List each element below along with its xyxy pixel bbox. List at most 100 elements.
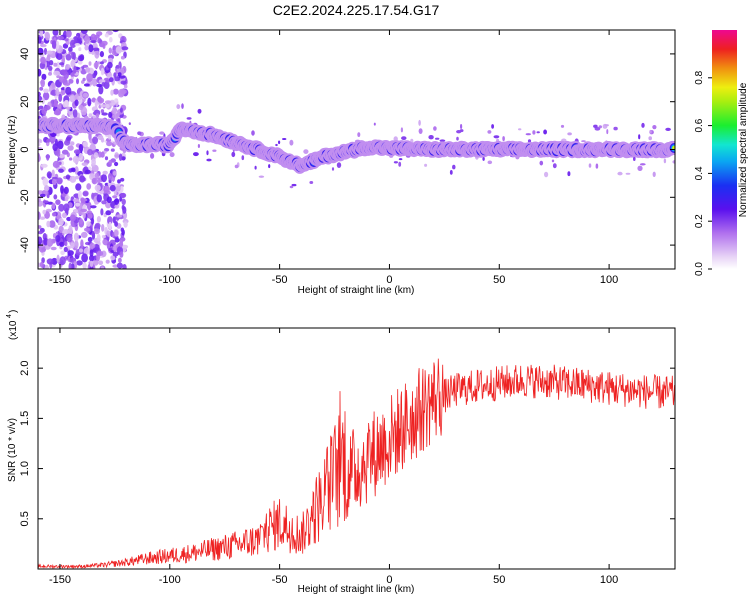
spectrogram-cell <box>536 131 540 134</box>
spectrogram-cell <box>487 160 493 165</box>
spectrogram-cell <box>57 35 64 41</box>
spectrogram-cell <box>65 174 71 180</box>
spectrogram-cell <box>39 62 46 70</box>
spectrogram-cell <box>55 87 60 97</box>
spectrogram-cell <box>96 83 103 88</box>
spectrogram-cell <box>303 149 309 155</box>
spectrogram-y-ticks: -40 -20 0 20 40 <box>19 48 675 253</box>
spectrogram-cell <box>114 204 120 209</box>
spectrogram-cell <box>100 266 105 269</box>
spectrogram-cell <box>101 234 106 239</box>
spectrogram-cell <box>68 168 73 173</box>
spectrogram-cell <box>663 158 667 164</box>
y-tick-label: 20 <box>19 96 31 108</box>
spectrogram-cell <box>212 149 217 152</box>
spectrogram-cell <box>86 183 92 190</box>
spectrogram-cell <box>100 109 105 114</box>
x-tick-label: 100 <box>600 274 618 286</box>
spectrogram-cell <box>78 104 84 111</box>
spectrogram-cell <box>107 133 112 140</box>
spectrogram-cell <box>56 61 60 70</box>
spectrogram-cell <box>106 230 111 237</box>
spectrogram-cell <box>101 112 108 116</box>
spectrogram-cell <box>120 192 127 199</box>
spectrogram-cell <box>101 82 106 87</box>
spectrogram-cell <box>120 55 125 60</box>
spectrogram-cell <box>57 104 62 109</box>
y-tick-label: 1.5 <box>19 411 31 426</box>
spectrogram-cell <box>96 233 101 242</box>
spectrogram-cell <box>119 107 123 113</box>
spectrogram-cell <box>309 181 314 184</box>
spectrogram-cell <box>105 210 112 216</box>
spectrogram-cell <box>268 164 271 169</box>
spectrogram-cell <box>652 171 656 177</box>
spectrogram-cell <box>120 80 127 85</box>
spectrogram-cell <box>491 124 494 129</box>
spectrogram-cell <box>110 89 114 96</box>
spectrogram-cell <box>108 159 113 165</box>
spectrogram-cell <box>41 107 47 115</box>
spectrogram-cell <box>38 95 43 102</box>
colorbar-tick-label: 0.6 <box>694 118 705 132</box>
spectrogram-cell <box>121 46 129 51</box>
spectrogram-cell <box>73 149 81 155</box>
spectrogram-cell <box>567 132 572 136</box>
spectrogram-cell <box>118 153 123 161</box>
spectrogram-cell <box>90 33 97 43</box>
spectrogram-x-ticks: -150 -100 -50 0 50 100 <box>49 30 618 286</box>
spectrogram-cell <box>197 144 200 148</box>
spectrogram-cell <box>69 175 77 183</box>
spectrogram-cell <box>275 143 278 147</box>
spectrogram-cell <box>595 163 599 169</box>
spectrogram-cell <box>104 100 112 104</box>
spectrogram-cell <box>113 72 117 78</box>
spectrogram-cell <box>106 196 112 204</box>
spectrogram-cell <box>543 129 547 135</box>
spectrogram-cell <box>672 160 675 164</box>
spectrogram-cell <box>398 161 402 167</box>
spectrogram-cell <box>70 72 75 77</box>
spectrogram-cell <box>336 162 342 169</box>
spectrogram-cell <box>648 136 652 141</box>
spectrogram-cell <box>42 177 49 187</box>
spectrogram-cell <box>91 192 95 200</box>
spectrogram-cell <box>52 176 58 180</box>
spectrogram-cell <box>418 128 423 135</box>
spectrogram-cell <box>104 103 110 109</box>
spectrogram-cell <box>665 127 671 131</box>
spectrogram-cell <box>641 122 645 128</box>
spectrogram-cell <box>76 260 83 266</box>
spectrogram-cell <box>119 89 127 95</box>
spectrogram-cell <box>60 185 64 194</box>
spectrogram-cell <box>493 135 500 139</box>
snr-frame <box>37 327 676 570</box>
spectrogram-cell <box>51 169 55 177</box>
spectrogram-cell <box>77 96 82 101</box>
spectrogram-cell <box>186 117 192 120</box>
spectrogram-cell <box>86 73 93 82</box>
spectrogram-cell <box>94 49 100 59</box>
snr-panel: -150 -100 -50 0 50 100 0.5 1.0 1.5 2.0 Height of… <box>6 310 676 595</box>
spectrogram-cell <box>69 141 75 146</box>
spectrogram-cell <box>46 138 51 143</box>
spectrogram-cell <box>38 236 43 245</box>
spectrogram-cell <box>39 86 44 91</box>
spectrogram-cell <box>89 255 95 262</box>
spectrogram-cell <box>73 65 77 74</box>
spectrogram-cell <box>373 122 376 126</box>
spectrogram-cell <box>89 260 94 268</box>
spectrogram-cell <box>69 94 76 103</box>
spectrogram-cell <box>581 140 586 143</box>
spectrogram-cell <box>637 165 643 171</box>
spectrogram-cell <box>181 103 184 109</box>
spectrogram-cell <box>64 241 68 247</box>
spectrogram-cell <box>80 239 84 249</box>
spectrogram-cell <box>114 237 120 243</box>
spectrogram-cell <box>418 119 421 126</box>
spectrogram-cell <box>50 246 57 251</box>
y-tick-label: 0.5 <box>19 511 31 526</box>
spectrogram-cell <box>96 216 101 223</box>
spectrogram-cell <box>89 249 94 257</box>
spectrogram-cell <box>87 97 92 107</box>
